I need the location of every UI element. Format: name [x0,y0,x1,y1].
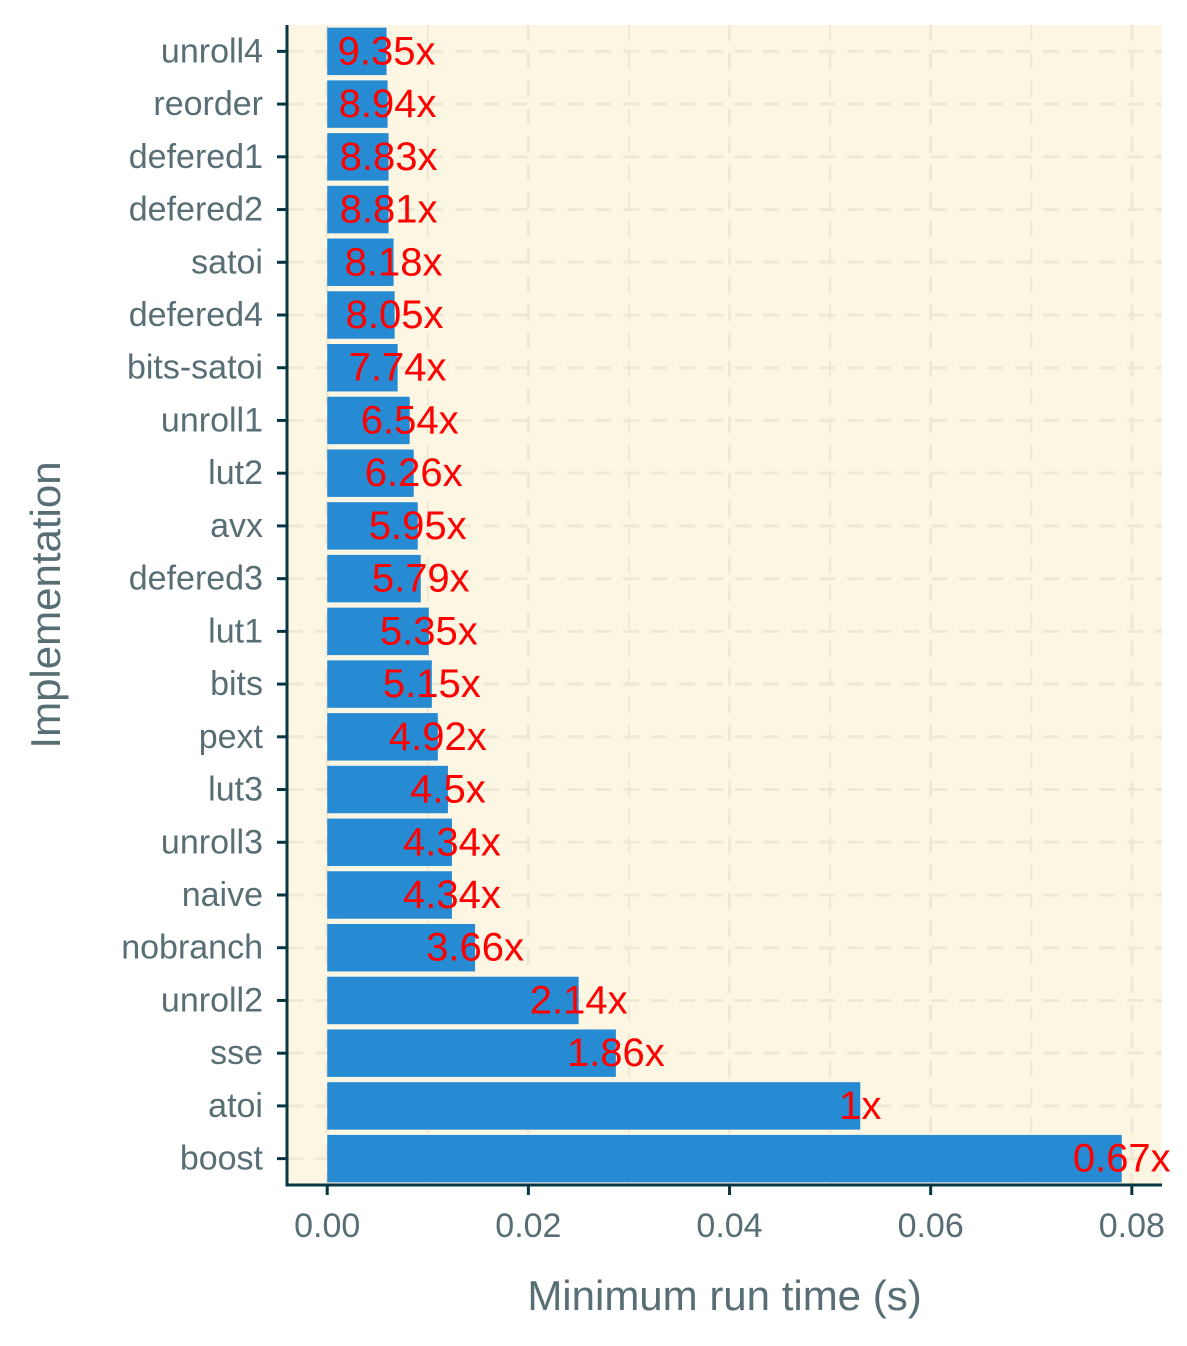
y-tick-label-unroll4: unroll4 [161,32,263,70]
data-label-unroll4: 9.35x [338,29,436,73]
y-tick-label-bits: bits [210,665,263,703]
y-tick-label-boost: boost [180,1140,264,1178]
y-tick-label-naive: naive [182,876,263,914]
bar-unroll3 [327,818,452,866]
x-tick-label: 0.04 [696,1207,762,1245]
data-label-sse: 1.86x [567,1031,665,1075]
y-tick-label-pext: pext [199,718,264,756]
y-tick-label-lut2: lut2 [208,454,263,492]
y-tick-label-satoi: satoi [191,243,263,281]
bar-defered1 [327,133,389,181]
y-tick-label-unroll2: unroll2 [161,981,263,1019]
bar-satoi [327,238,394,286]
bar-bits-satoi [327,344,398,392]
bar-unroll1 [327,396,410,445]
data-label-boost: 0.67x [1073,1137,1171,1181]
bar-atoi [327,1082,861,1130]
y-tick-label-defered1: defered1 [129,138,263,176]
data-label-satoi: 8.18x [345,240,443,284]
data-label-bits-satoi: 7.74x [349,346,447,390]
y-tick-label-avx: avx [210,507,263,545]
bar-pext [327,713,438,761]
data-label-lut2: 6.26x [365,451,463,495]
data-label-nobranch: 3.66x [426,926,524,970]
bars [327,27,1122,1183]
y-tick-label-defered3: defered3 [129,560,263,598]
y-tick-label-lut3: lut3 [208,771,263,809]
bar-reorder [327,80,388,128]
bar-avx [327,502,418,550]
x-axis-title: Minimum run time (s) [527,1272,921,1319]
data-label-reorder: 8.94x [339,82,437,126]
y-tick-label-defered2: defered2 [129,191,263,229]
y-tick-label-unroll3: unroll3 [161,823,263,861]
y-tick-label-defered4: defered4 [129,296,263,334]
bar-bits [327,660,432,708]
bar-defered2 [327,185,389,234]
x-axis-ticks: 0.00 0.02 0.04 0.06 0.08 [294,1185,1165,1245]
data-label-pext: 4.92x [389,715,487,759]
data-label-defered1: 8.83x [340,135,438,179]
y-tick-label-nobranch: nobranch [121,929,263,967]
data-label-defered2: 8.81x [340,188,438,232]
data-label-atoi: 1x [839,1084,881,1128]
data-label-naive: 4.34x [403,873,501,917]
x-tick-label: 0.06 [898,1207,964,1245]
data-label-unroll3: 4.34x [403,820,501,864]
x-tick-label: 0.08 [1099,1207,1165,1245]
bar-lut1 [327,607,429,656]
y-axis-title: Implementation [22,461,69,748]
data-label-unroll1: 6.54x [361,398,459,442]
y-axis-ticks: unroll4 reorder defered1 defered2 satoi defer… [121,32,287,1178]
y-tick-label-atoi: atoi [208,1087,263,1125]
x-tick-label: 0.02 [495,1207,561,1245]
y-tick-label-sse: sse [210,1034,263,1072]
bar-defered3 [327,554,421,603]
bar-lut2 [327,449,414,497]
data-labels: 9.35x 8.94x 8.83x 8.81x 8.18x 8.05x 7.74x 6.54x… [338,29,1171,1180]
y-tick-label-lut1: lut1 [208,612,263,650]
bar-unroll4 [327,27,387,76]
data-label-lut3: 4.5x [410,768,486,812]
bar-boost [327,1134,1122,1183]
bar-nobranch [327,924,476,972]
data-label-bits: 5.15x [383,662,481,706]
y-tick-label-unroll1: unroll1 [161,401,263,439]
data-label-defered3: 5.79x [372,557,470,601]
x-tick-label: 0.00 [294,1207,360,1245]
bar-defered4 [327,291,395,339]
bar-lut3 [327,765,448,814]
data-label-avx: 5.95x [369,504,467,548]
data-label-defered4: 8.05x [346,293,444,337]
bar-unroll2 [327,976,579,1025]
bar-naive [327,871,452,919]
data-label-unroll2: 2.14x [530,978,628,1022]
data-label-lut1: 5.35x [380,609,478,653]
y-tick-label-reorder: reorder [153,85,263,123]
bar-sse [327,1029,616,1077]
y-tick-label-bits-satoi: bits-satoi [127,349,263,387]
